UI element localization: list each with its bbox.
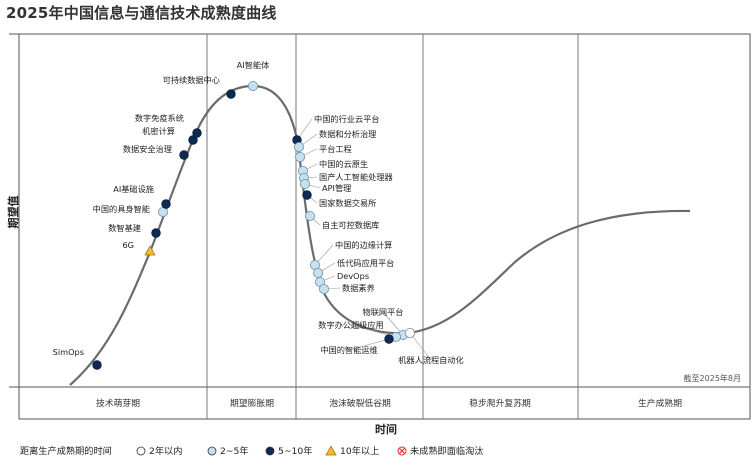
legend: 距离生产成熟期的时间 2年以内 2~5年 5~10年 10年以上 未成熟即面临淘…: [20, 445, 484, 457]
tech-label-7: 数字免疫系统: [135, 113, 184, 123]
tech-label-1: 6G: [122, 240, 134, 250]
tech-marker-ai-4[interactable]: [161, 199, 171, 209]
tech-label-17: 自主可控数据库: [322, 220, 379, 230]
legend-label-obsolete: 未成熟即面临淘汰: [410, 445, 484, 457]
tech-label-5: 数据安全治理: [123, 144, 172, 154]
tech-marker-tech-24[interactable]: [384, 334, 394, 344]
tech-marker-tech-3[interactable]: [157, 206, 168, 217]
tech-label-23: 数字办公超级应用: [318, 320, 384, 330]
legend-marker-obsolete-x: [399, 448, 405, 454]
tech-label-14: 国产人工智能处理器: [319, 172, 393, 182]
tech-label-15: API管理: [322, 183, 351, 193]
phase-label: 泡沫破裂低谷期: [329, 397, 391, 409]
tech-label-0: SimOps: [53, 347, 84, 357]
tech-label-21: 数据素养: [342, 283, 375, 293]
tech-label-10: 中国的行业云平台: [314, 114, 380, 124]
tech-label-2: 数智基建: [108, 223, 141, 233]
tech-label-9: AI智能体: [237, 60, 270, 70]
tech-marker-tech-5[interactable]: [179, 150, 189, 160]
chart-title: 2025年中国信息与通信技术成熟度曲线: [6, 4, 277, 22]
legend-label-gt10: 10年以上: [340, 445, 379, 457]
phase-label: 生产成熟期: [638, 397, 682, 409]
legend-marker-lt2: [136, 446, 146, 456]
tech-marker-tech-6[interactable]: [188, 135, 198, 145]
legend-label-5-10: 5~10年: [278, 445, 312, 457]
x-axis-title: 时间: [375, 422, 397, 436]
tech-label-12: 平台工程: [319, 144, 352, 154]
tech-marker-api-15[interactable]: [299, 178, 310, 189]
legend-title: 距离生产成熟期的时间: [20, 445, 112, 457]
tech-marker-tech-11[interactable]: [293, 141, 304, 152]
y-axis-title: 期望值: [6, 196, 20, 229]
tech-label-25: 机器人流程自动化: [398, 355, 464, 365]
tech-label-22: 物联网平台: [363, 307, 404, 317]
tech-marker-tech-12[interactable]: [294, 151, 305, 162]
tech-label-4: AI基础设施: [113, 184, 154, 194]
phase-band: [18, 386, 751, 420]
date-note: 截至2025年8月: [684, 373, 741, 383]
legend-marker-gt10: [325, 445, 337, 456]
tech-leader-line: [382, 311, 404, 336]
tech-marker-tech-2[interactable]: [151, 228, 161, 238]
tech-label-19: 低代码应用平台: [337, 258, 394, 268]
tech-marker-ai-9[interactable]: [247, 81, 258, 92]
tech-marker-tech-19[interactable]: [312, 267, 323, 278]
tech-leader-line: [348, 338, 390, 351]
tech-label-3: 中国的具身智能: [93, 204, 150, 214]
tech-marker-tech-7[interactable]: [192, 128, 202, 138]
legend-marker-5-10: [265, 446, 275, 456]
hype-curve: [69, 84, 691, 386]
tech-label-13: 中国的云原生: [319, 159, 368, 169]
tech-label-24: 中国的智能运维: [320, 345, 377, 355]
tech-label-20: DevOps: [337, 271, 369, 281]
tech-leader-line: [409, 332, 432, 361]
tech-label-16: 国家数据交易所: [319, 198, 376, 208]
tech-marker-tech-17[interactable]: [304, 210, 315, 221]
tech-label-11: 数据和分析治理: [319, 129, 376, 139]
tech-marker-6g-1[interactable]: [144, 245, 156, 256]
tech-label-8: 可持续数据中心: [163, 75, 220, 85]
phase-label: 技术萌芽期: [96, 397, 140, 409]
legend-label-lt2: 2年以内: [149, 445, 182, 457]
tech-marker-tech-16[interactable]: [302, 190, 312, 200]
phase-label: 稳步爬升复苏期: [469, 397, 531, 409]
legend-label-2-5: 2~5年: [220, 445, 249, 457]
tech-label-18: 中国的边缘计算: [335, 240, 392, 250]
tech-label-6: 机密计算: [142, 126, 175, 136]
tech-marker-simops-0[interactable]: [92, 360, 102, 370]
legend-marker-2-5: [207, 446, 217, 456]
tech-marker-tech-21[interactable]: [318, 283, 329, 294]
technology-points: SimOps 6G 数智基建 中国的具身智能 AI基础设施 数据安全治理 机密计算 数字免疫系…: [53, 60, 464, 370]
phase-label: 期望膨胀期: [230, 397, 274, 409]
tech-marker-tech-8[interactable]: [226, 89, 236, 99]
tech-marker-tech-25[interactable]: [404, 327, 415, 338]
